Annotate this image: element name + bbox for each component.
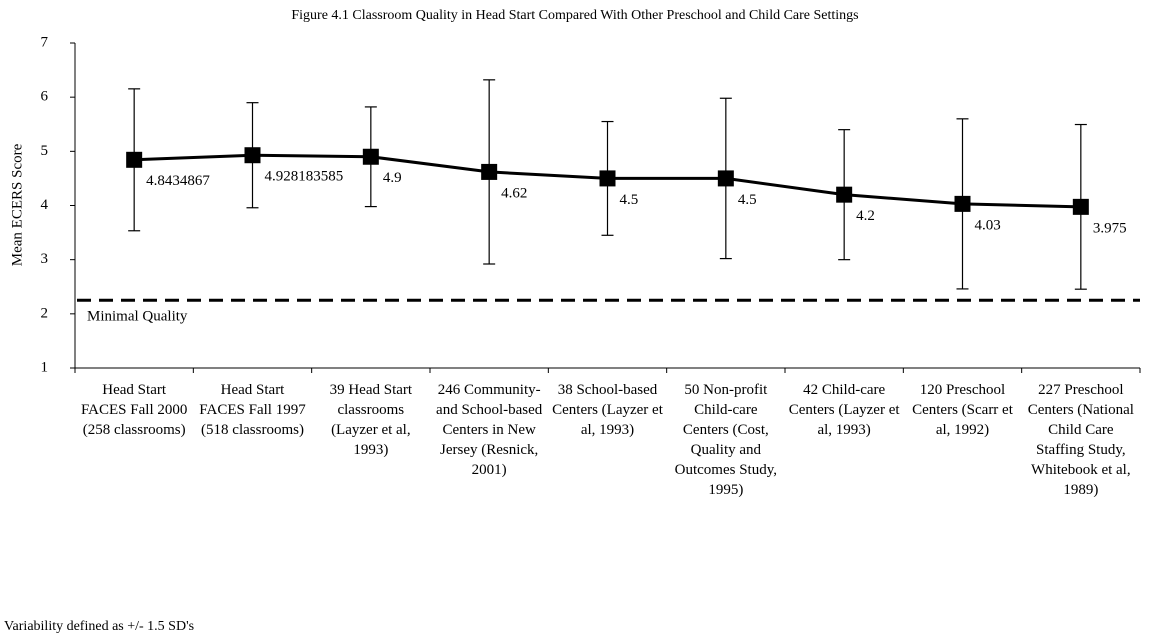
y-tick-label: 7 [41, 34, 49, 50]
x-tick-label: 227 Preschool Centers (National Child Ca… [1027, 382, 1134, 498]
marker [836, 186, 853, 203]
note: Variability defined as +/- 1.5 SD's [4, 619, 195, 634]
data-label: 4.03 [975, 217, 1001, 233]
y-tick-label: 2 [41, 305, 49, 321]
marker [126, 151, 143, 168]
marker [599, 170, 616, 187]
data-label: 4.928183585 [265, 169, 344, 185]
y-tick-label: 4 [41, 197, 49, 213]
y-axis-label: Mean ECERS Score [9, 143, 25, 266]
data-label: 4.8434867 [146, 173, 210, 189]
y-tick-label: 5 [41, 143, 49, 159]
x-tick-label: 246 Community- and School-based Centers … [436, 382, 543, 478]
data-label: 4.5 [620, 192, 639, 208]
data-label: 4.2 [856, 208, 875, 224]
x-tick-label: Head Start FACES Fall 2000 (258 classroo… [80, 382, 188, 438]
x-tick-label: 42 Child-care Centers (Layzer et al, 199… [788, 382, 900, 438]
y-tick-label: 1 [41, 359, 49, 375]
x-tick-label: 50 Non-profit Child-care Centers (Cost, … [674, 382, 777, 498]
marker [954, 195, 971, 212]
marker [1072, 198, 1089, 215]
marker [362, 148, 379, 165]
data-label: 4.5 [738, 192, 757, 208]
x-tick-label: 38 School-based Centers (Layzer et al, 1… [552, 382, 663, 438]
data-label: 4.9 [383, 170, 402, 186]
y-tick-label: 6 [41, 89, 49, 105]
x-tick-label: Head Start FACES Fall 1997 (518 classroo… [199, 382, 306, 438]
x-tick-label: 120 Preschool Centers (Scarr et al, 1992… [912, 382, 1013, 438]
marker [481, 163, 498, 180]
reference-label: Minimal Quality [87, 309, 188, 325]
data-label: 4.62 [501, 185, 527, 201]
data-label: 3.975 [1093, 220, 1127, 236]
chart-title: Figure 4.1 Classroom Quality in Head Sta… [291, 8, 858, 23]
y-tick-label: 3 [41, 251, 49, 267]
marker [244, 147, 261, 164]
marker [717, 170, 734, 187]
x-tick-label: 39 Head Start classrooms (Layzer et al, … [329, 382, 413, 458]
